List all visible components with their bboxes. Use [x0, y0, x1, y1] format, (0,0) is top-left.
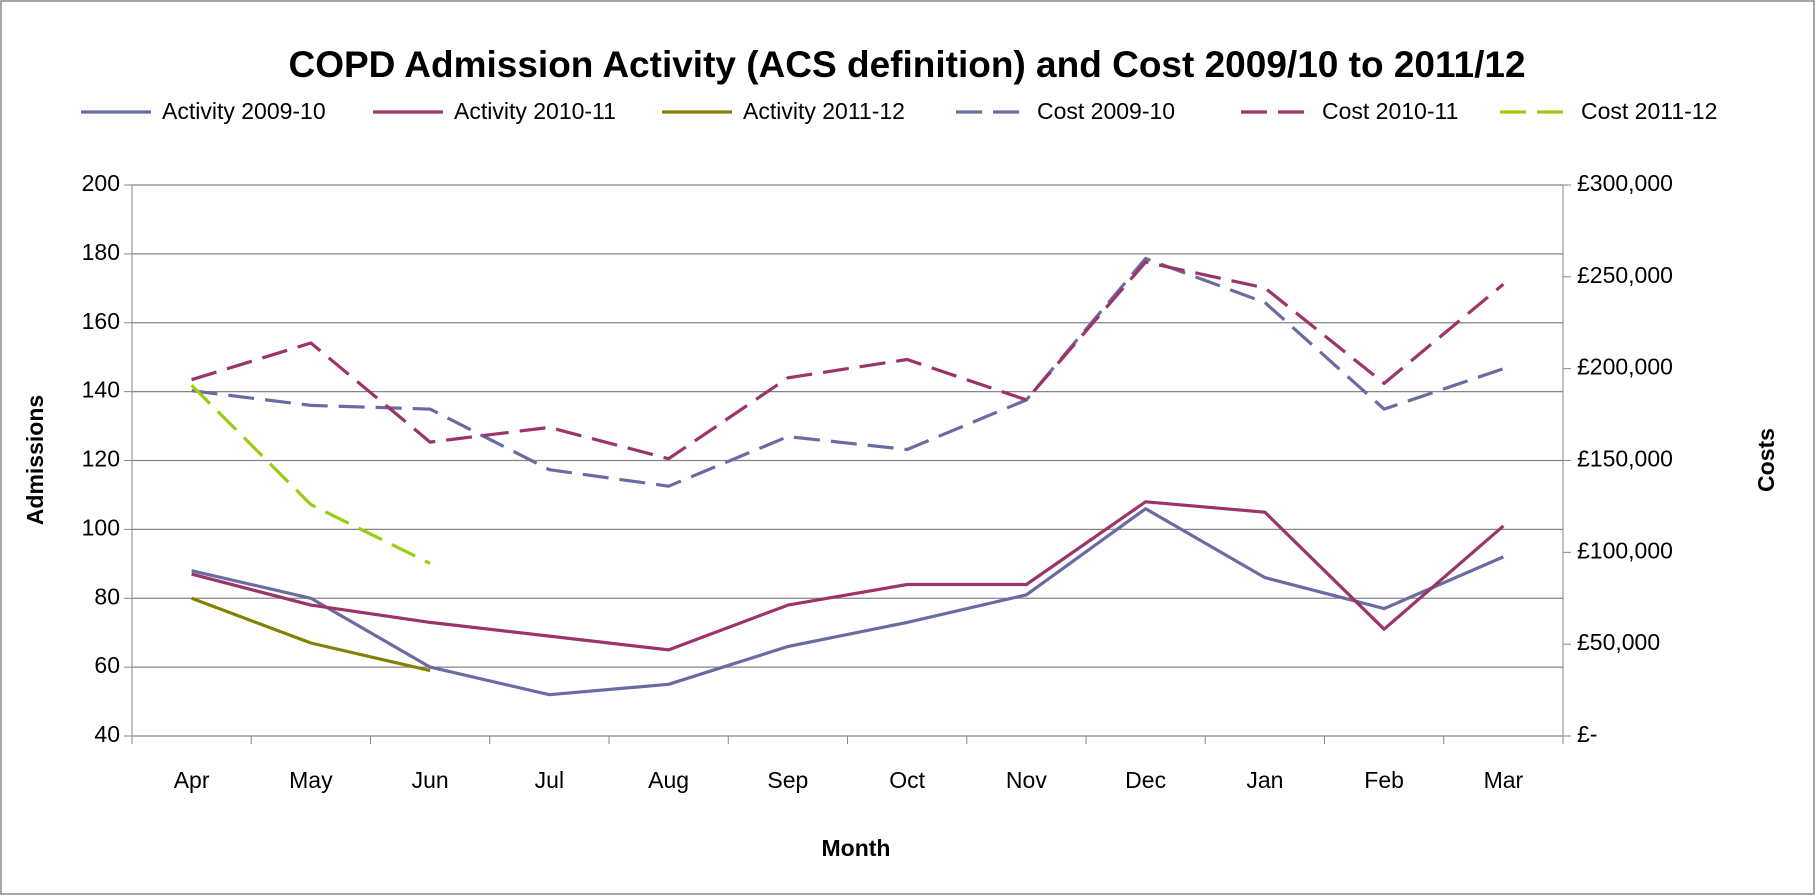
x-tick-label: Feb	[1364, 767, 1404, 793]
y2-tick-label: £-	[1577, 721, 1597, 747]
y2-tick-label: £250,000	[1577, 262, 1673, 288]
y-axis-title: Admissions	[22, 395, 48, 525]
y-tick-label: 80	[94, 583, 120, 609]
y2-tick-label: £50,000	[1577, 629, 1660, 655]
legend-label: Cost 2009-10	[1037, 98, 1175, 124]
legend-label: Activity 2009-10	[162, 98, 326, 124]
y2-tick-label: £150,000	[1577, 446, 1673, 472]
x-tick-label: Apr	[174, 767, 210, 793]
y2-axis-title: Costs	[1753, 428, 1779, 492]
legend-label: Activity 2010-11	[454, 98, 616, 124]
x-tick-label: Jul	[535, 767, 564, 793]
x-tick-label: Oct	[889, 767, 925, 793]
y-tick-label: 200	[82, 170, 120, 196]
y2-tick-label: £200,000	[1577, 354, 1673, 380]
y2-tick-label: £300,000	[1577, 170, 1673, 196]
x-tick-label: Mar	[1484, 767, 1524, 793]
y-tick-label: 60	[94, 652, 120, 678]
series-line	[191, 507, 1505, 697]
y-tick-label: 40	[94, 721, 120, 747]
series-line	[191, 260, 1505, 461]
y-tick-label: 120	[82, 446, 120, 472]
x-tick-label: Jan	[1246, 767, 1283, 793]
x-tick-label: May	[289, 767, 333, 793]
series-line	[191, 256, 1504, 488]
series-line	[191, 596, 431, 673]
series-line	[191, 500, 1505, 652]
y-tick-label: 140	[82, 377, 120, 403]
y2-tick-label: £100,000	[1577, 537, 1673, 563]
x-tick-label: Jun	[412, 767, 449, 793]
x-tick-label: Aug	[648, 767, 689, 793]
legend-label: Cost 2010-11	[1322, 98, 1458, 124]
x-tick-label: Dec	[1125, 767, 1166, 793]
chart-title: COPD Admission Activity (ACS definition)…	[288, 44, 1525, 85]
series-line	[190, 384, 431, 565]
y-tick-label: 100	[82, 514, 120, 540]
y-tick-label: 160	[82, 308, 120, 334]
x-tick-label: Nov	[1006, 767, 1047, 793]
x-axis-title: Month	[822, 835, 891, 861]
legend-label: Activity 2011-12	[743, 98, 905, 124]
y-tick-label: 180	[82, 239, 120, 265]
x-tick-label: Sep	[767, 767, 808, 793]
legend-label: Cost 2011-12	[1581, 98, 1717, 124]
